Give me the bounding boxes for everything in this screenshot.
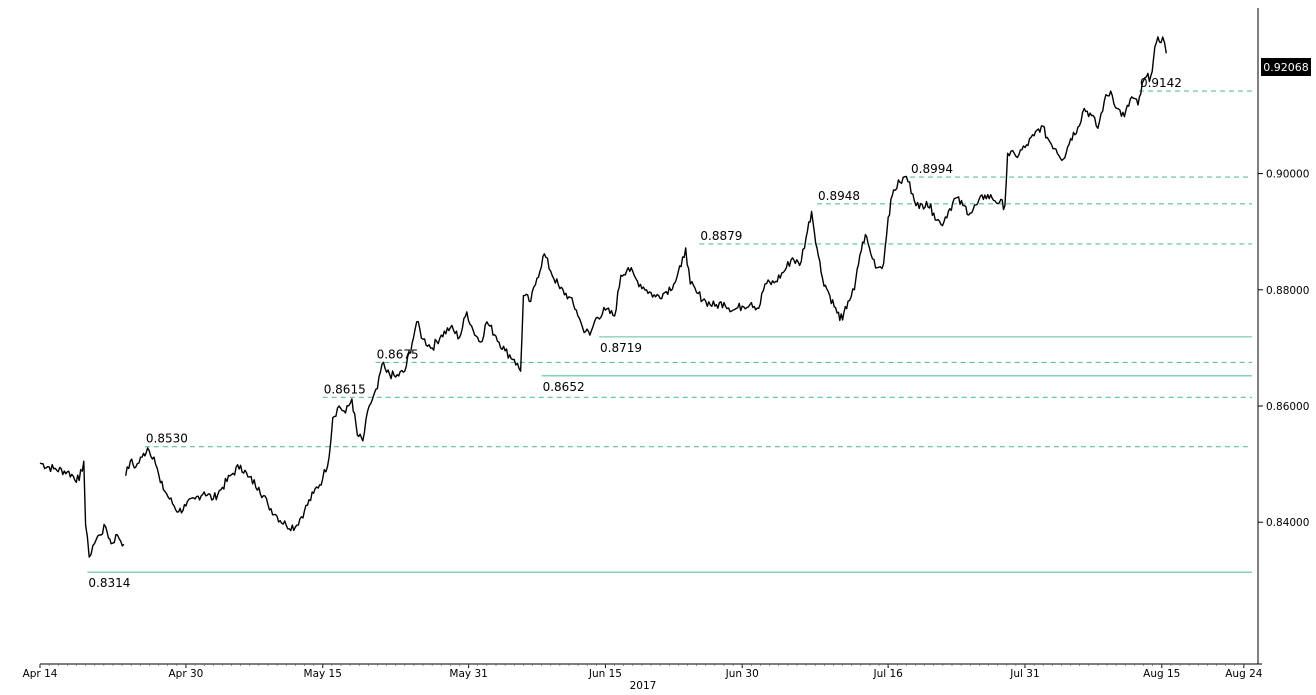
price-series-layer <box>39 36 1167 558</box>
level-label-0.8879: 0.8879 <box>700 229 742 243</box>
y-tick-label-0.86000: 0.86000 <box>1266 401 1309 413</box>
level-label-0.8652: 0.8652 <box>543 380 585 394</box>
x-tick-label-Jun 30: Jun 30 <box>725 668 759 680</box>
level-label-0.9142: 0.9142 <box>1140 76 1182 90</box>
x-tick-label-May 15: May 15 <box>304 668 342 680</box>
y-axis-ticks: 0.84000 0.86000 0.88000 0.90000 <box>1258 169 1309 529</box>
level-label-0.8719: 0.8719 <box>600 341 642 355</box>
x-axis: Apr 14 Apr 30 May 15 May 31 Jun 15 Jun 30 Jul … <box>23 663 1263 692</box>
last-price-text: 0.92068 <box>1263 61 1309 74</box>
level-label-0.8314: 0.8314 <box>88 576 130 590</box>
y-tick-label-0.84000: 0.84000 <box>1266 517 1309 529</box>
x-tick-label-Aug 24: Aug 24 <box>1225 668 1263 680</box>
level-label-0.8994: 0.8994 <box>911 162 953 176</box>
x-axis-year-label: 2017 <box>630 680 657 692</box>
level-label-0.8675: 0.8675 <box>377 347 419 361</box>
last-price-box <box>1261 58 1311 76</box>
x-tick-label-Aug 15: Aug 15 <box>1143 668 1180 680</box>
x-tick-label-May 31: May 31 <box>449 668 487 680</box>
y-tick-label-0.88000: 0.88000 <box>1266 285 1309 297</box>
x-tick-label-Jul 16: Jul 16 <box>872 668 903 680</box>
support-resistance-levels <box>87 90 1252 573</box>
price-series-line-segment-1 <box>125 36 1167 532</box>
x-tick-label-Jun 15: Jun 15 <box>588 668 622 680</box>
level-label-0.8530: 0.8530 <box>146 432 188 446</box>
last-price-tag: 0.92068 <box>1261 58 1311 76</box>
y-tick-label-0.90000: 0.90000 <box>1266 169 1309 181</box>
x-axis-ticks: Apr 14 Apr 30 May 15 May 31 Jun 15 Jun 30 Jul … <box>23 664 1263 680</box>
x-tick-label-Apr 14: Apr 14 <box>23 668 58 680</box>
level-labels: 0.8314 0.8530 0.8615 0.8652 0.8675 0.8719 0.88… <box>88 76 1182 590</box>
x-tick-label-Apr 30: Apr 30 <box>168 668 203 680</box>
y-axis: 0.84000 0.86000 0.88000 0.90000 <box>1257 8 1309 664</box>
x-tick-label-Jul 31: Jul 31 <box>1009 668 1039 680</box>
level-label-0.8948: 0.8948 <box>818 189 860 203</box>
price-series-line-segment-0 <box>39 460 125 558</box>
level-label-0.8615: 0.8615 <box>324 382 366 396</box>
